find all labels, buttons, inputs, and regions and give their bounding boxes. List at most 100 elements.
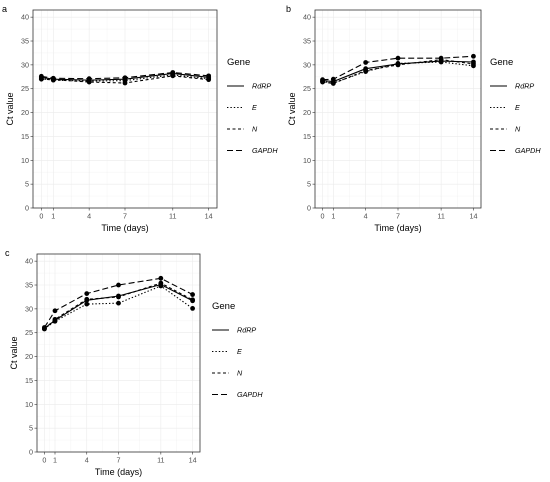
data-point-gapdh: [363, 60, 369, 65]
legend-title: Gene: [227, 57, 250, 68]
x-axis-title: Time (days): [95, 467, 142, 477]
series-line-n: [41, 75, 209, 84]
x-tick-label: 7: [117, 456, 121, 465]
y-tick-label: 0: [29, 448, 33, 457]
legend-label-e: E: [515, 103, 520, 112]
y-tick-label: 30: [303, 60, 311, 69]
panel-label: b: [286, 4, 291, 14]
series-points: [38, 70, 212, 86]
data-point-n: [395, 62, 401, 68]
legend-items: RdRP E N GAPDH: [490, 82, 541, 155]
y-tick-label: 15: [21, 132, 29, 141]
x-tick-label: 1: [51, 212, 55, 221]
data-point-gapdh: [190, 292, 195, 297]
data-point-n: [86, 79, 92, 85]
series-line-e: [41, 74, 209, 82]
x-tick-label: 0: [42, 456, 46, 465]
data-point-n: [84, 296, 90, 302]
y-tick-label: 25: [21, 84, 29, 93]
series-line-gapdh: [322, 55, 474, 81]
y-tick-label: 25: [303, 84, 311, 93]
y-tick-label: 40: [21, 13, 29, 22]
data-point-e: [116, 300, 121, 306]
y-tick-label: 30: [25, 304, 33, 313]
y-tick-label: 5: [25, 180, 29, 189]
x-tick-label: 4: [87, 212, 91, 221]
data-point-gapdh: [320, 77, 325, 83]
data-point-n: [116, 294, 121, 300]
series-points: [42, 275, 195, 332]
grid: [33, 10, 217, 209]
legend-label-n: N: [237, 369, 243, 378]
legend-label-e: E: [252, 103, 257, 112]
x-tick-label: 7: [123, 212, 127, 221]
data-point-gapdh: [330, 76, 336, 82]
data-point-e: [190, 305, 195, 311]
y-tick-label: 20: [303, 108, 311, 117]
data-point-gapdh: [84, 291, 90, 296]
y-tick-label: 35: [25, 281, 33, 290]
legend-label-e: E: [237, 347, 242, 356]
data-point-n: [330, 81, 336, 86]
x-tick-label: 0: [321, 212, 325, 221]
x-tick-label: 11: [157, 456, 164, 465]
data-point-gapdh: [38, 73, 44, 79]
data-point-gapdh: [116, 282, 121, 288]
x-tick-label: 1: [331, 212, 335, 221]
legend-label-n: N: [252, 125, 258, 134]
y-axis-ticks: 0 5 10 15 20 25 30 35 40: [21, 13, 33, 213]
legend: Gene RdRP E N GAPDH: [227, 57, 278, 155]
y-tick-label: 25: [25, 328, 33, 337]
y-tick-label: 30: [21, 60, 29, 69]
legend-label-gapdh: GAPDH: [252, 146, 278, 155]
data-point-gapdh: [42, 325, 47, 330]
y-axis-title: Ct value: [9, 336, 19, 369]
legend-label-rdrp: RdRP: [252, 82, 271, 91]
x-tick-label: 14: [205, 212, 213, 221]
data-point-n: [122, 80, 128, 86]
x-tick-label: 0: [39, 212, 43, 221]
y-tick-label: 5: [29, 424, 33, 433]
legend-items: RdRP E N GAPDH: [227, 82, 278, 155]
data-point-gapdh: [471, 53, 476, 59]
legend-label-rdrp: RdRP: [515, 82, 534, 91]
x-axis-ticks: 0 1 4 7 11 14: [321, 208, 477, 221]
data-point-gapdh: [438, 55, 444, 61]
x-tick-label: 11: [169, 212, 176, 221]
x-tick-label: 4: [85, 456, 89, 465]
legend-label-gapdh: GAPDH: [515, 146, 541, 155]
y-tick-label: 0: [25, 204, 29, 213]
legend-title: Gene: [490, 57, 513, 68]
data-point-n: [52, 316, 58, 322]
y-tick-label: 40: [25, 257, 33, 266]
y-tick-label: 40: [303, 13, 311, 22]
legend: Gene RdRP E N GAPDH: [490, 57, 541, 155]
data-point-gapdh: [122, 75, 128, 81]
data-point-n: [170, 73, 176, 79]
legend-label-n: N: [515, 125, 521, 134]
y-tick-label: 10: [21, 156, 29, 165]
data-point-gapdh: [158, 275, 164, 281]
data-point-gapdh: [52, 308, 58, 314]
y-axis-ticks: 0 5 10 15 20 25 30 35 40: [25, 257, 37, 457]
y-tick-label: 0: [307, 204, 311, 213]
data-point-n: [206, 77, 212, 83]
legend-title: Gene: [212, 301, 235, 312]
data-point-n: [190, 297, 195, 303]
x-tick-label: 7: [396, 212, 400, 221]
data-point-gapdh: [86, 76, 92, 82]
data-point-gapdh: [50, 75, 56, 81]
legend-label-gapdh: GAPDH: [237, 390, 263, 399]
legend-items: RdRP E N GAPDH: [212, 326, 263, 399]
panel-label: a: [2, 4, 7, 14]
y-axis-title: Ct value: [287, 92, 297, 125]
x-tick-label: 4: [364, 212, 368, 221]
y-tick-label: 35: [303, 37, 311, 46]
legend-label-rdrp: RdRP: [237, 326, 256, 335]
y-tick-label: 20: [21, 108, 29, 117]
series-line-gapdh: [43, 277, 193, 328]
